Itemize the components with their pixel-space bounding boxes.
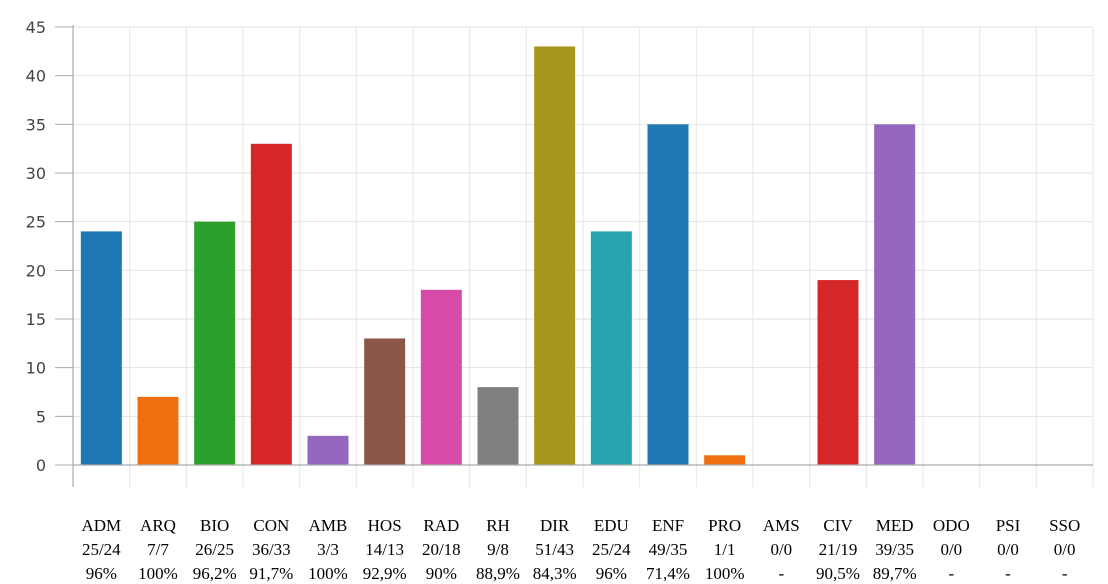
x-code-label: AMB — [309, 516, 348, 535]
x-code-label: HOS — [368, 516, 402, 535]
grid-lines — [72, 26, 1094, 487]
x-pct-label: 100% — [705, 564, 745, 583]
x-ratio-label: 3/3 — [317, 540, 339, 559]
x-code-label: ENF — [652, 516, 684, 535]
x-pct-label: 90,5% — [816, 564, 860, 583]
x-pct-label: 89,7% — [873, 564, 917, 583]
bar-civ — [817, 280, 859, 465]
x-pct-label: 96,2% — [193, 564, 237, 583]
y-tick-label: 35 — [26, 115, 46, 134]
x-code-label: DIR — [540, 516, 570, 535]
x-ratio-label: 51/43 — [535, 540, 574, 559]
x-ratio-label: 9/8 — [487, 540, 509, 559]
x-code-label: RH — [486, 516, 510, 535]
bar-amb — [307, 435, 349, 465]
y-tick-label: 20 — [26, 261, 46, 280]
bar-bio — [194, 221, 236, 465]
y-tick-label: 45 — [26, 18, 46, 37]
x-pct-label: 88,9% — [476, 564, 520, 583]
x-ratio-label: 25/24 — [82, 540, 121, 559]
x-ratio-label: 39/35 — [875, 540, 914, 559]
bar-edu — [590, 231, 632, 465]
x-pct-label: 84,3% — [533, 564, 577, 583]
x-ratio-label: 49/35 — [649, 540, 688, 559]
bar-enf — [647, 124, 689, 465]
bar-arq — [137, 396, 179, 465]
x-code-label: RAD — [423, 516, 459, 535]
axes — [55, 25, 1093, 487]
x-pct-label: 96% — [596, 564, 627, 583]
x-ratio-label: 1/1 — [714, 540, 736, 559]
x-code-label: ODO — [933, 516, 970, 535]
x-pct-label: - — [1062, 564, 1068, 583]
x-ratio-label: 25/24 — [592, 540, 631, 559]
x-ratio-label: 0/0 — [940, 540, 962, 559]
x-ratio-label: 7/7 — [147, 540, 169, 559]
x-code-label: PSI — [996, 516, 1021, 535]
y-tick-label: 30 — [26, 164, 46, 183]
bar-rh — [477, 387, 519, 465]
x-code-label: CIV — [823, 516, 853, 535]
x-code-label: PRO — [708, 516, 741, 535]
x-ratio-label: 0/0 — [770, 540, 792, 559]
bar-rad — [420, 289, 462, 465]
x-pct-label: - — [778, 564, 784, 583]
x-ratio-label: 14/13 — [365, 540, 404, 559]
labels: 0 5 10 15 20 25 30 35 40 45 ADM 25/24 96% ARQ 7/7 100% B… — [26, 18, 1081, 583]
x-code-label: EDU — [594, 516, 629, 535]
x-ratio-label: 0/0 — [997, 540, 1019, 559]
y-tick-label: 40 — [26, 67, 46, 86]
x-pct-label: 90% — [426, 564, 457, 583]
x-pct-label: - — [1005, 564, 1011, 583]
x-ratio-label: 36/33 — [252, 540, 291, 559]
x-pct-label: 71,4% — [646, 564, 690, 583]
y-tick-label: 5 — [36, 407, 46, 426]
y-tick-label: 0 — [36, 456, 46, 475]
y-tick-label: 15 — [26, 310, 46, 329]
y-tick-label: 10 — [26, 359, 46, 378]
x-pct-label: 100% — [308, 564, 348, 583]
bar-pro — [704, 455, 746, 465]
x-code-label: ADM — [81, 516, 121, 535]
bar-con — [250, 143, 292, 466]
bar-adm — [80, 231, 122, 465]
x-pct-label: 96% — [86, 564, 117, 583]
bar-med — [874, 124, 916, 465]
x-code-label: SSO — [1049, 516, 1080, 535]
x-code-label: MED — [876, 516, 914, 535]
x-pct-label: 91,7% — [249, 564, 293, 583]
bars — [80, 46, 916, 466]
x-code-label: CON — [253, 516, 289, 535]
x-ratio-label: 26/25 — [195, 540, 234, 559]
x-pct-label: 100% — [138, 564, 178, 583]
x-pct-label: 92,9% — [363, 564, 407, 583]
x-pct-label: - — [948, 564, 954, 583]
x-ratio-label: 21/19 — [819, 540, 858, 559]
x-code-label: AMS — [763, 516, 800, 535]
x-code-label: BIO — [200, 516, 229, 535]
y-tick-label: 25 — [26, 213, 46, 232]
x-ratio-label: 0/0 — [1054, 540, 1076, 559]
bar-dir — [534, 46, 576, 465]
x-ratio-label: 20/18 — [422, 540, 461, 559]
bar-hos — [364, 338, 406, 465]
x-code-label: ARQ — [140, 516, 176, 535]
